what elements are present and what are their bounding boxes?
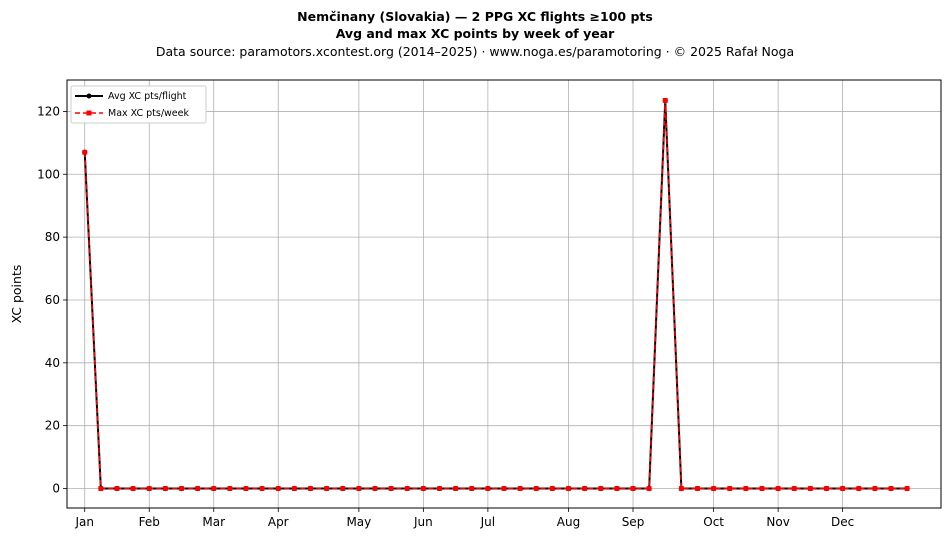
series-1-point-29: [549, 486, 555, 491]
series-1-point-25: [485, 486, 491, 491]
series-1-point-7: [195, 486, 201, 491]
series-1-point-23: [453, 486, 459, 491]
series-1-point-47: [840, 486, 846, 491]
series-1-point-48: [856, 486, 862, 491]
x-tick-label-mar: Mar: [202, 515, 225, 529]
plot-frame: [66, 79, 942, 509]
y-tick-label-60: 60: [45, 293, 60, 307]
legend: Avg XC pts/flight Max XC pts/week: [70, 85, 207, 124]
x-tick-label-jan: Jan: [74, 515, 94, 529]
series-1-point-9: [227, 486, 233, 491]
y-tick-label-20: 20: [45, 419, 60, 433]
series-1-point-21: [420, 486, 426, 491]
grid-lines: [67, 80, 941, 508]
series-1-point-5: [162, 486, 168, 491]
series-1-point-4: [146, 486, 152, 491]
x-tick-label-oct: Oct: [703, 515, 724, 529]
series-1-point-51: [904, 486, 910, 491]
series-1-point-18: [372, 486, 378, 491]
y-tick-label-100: 100: [37, 167, 60, 181]
series-1-point-32: [598, 486, 604, 491]
series-layer: [82, 97, 910, 492]
series-1-point-20: [404, 486, 410, 491]
series-1-point-16: [340, 486, 346, 491]
series-1-point-33: [614, 486, 620, 491]
series-1-point-24: [469, 486, 475, 491]
series-1-point-40: [727, 486, 733, 491]
series-1-point-19: [388, 486, 394, 491]
series-1-point-26: [501, 486, 507, 491]
series-1-point-35: [646, 486, 652, 491]
series-1-point-42: [759, 486, 765, 491]
series-1-point-12: [275, 486, 281, 491]
chart-title: Nemčinany (Slovakia) — 2 PPG XC flights …: [297, 9, 653, 24]
series-1-point-49: [872, 486, 878, 491]
series-1-point-39: [711, 486, 717, 491]
y-tick-label-40: 40: [45, 356, 60, 370]
x-tick-label-aug: Aug: [557, 515, 580, 529]
series-1-point-10: [243, 486, 249, 491]
series-1-point-17: [356, 486, 362, 491]
series-1-point-45: [807, 486, 813, 491]
series-1-point-41: [743, 486, 749, 491]
series-1-point-11: [259, 486, 265, 491]
y-tick-label-120: 120: [37, 104, 60, 118]
series-1-point-38: [695, 486, 700, 491]
series-1-point-36: [662, 98, 668, 103]
series-1-point-3: [130, 486, 136, 491]
series-1-point-28: [533, 486, 539, 491]
x-tick-label-nov: Nov: [766, 515, 789, 529]
x-tick-label-may: May: [346, 515, 371, 529]
series-1-point-43: [775, 486, 781, 491]
series-1-point-8: [211, 486, 217, 491]
legend-label-avg: Avg XC pts/flight: [108, 91, 187, 102]
series-1-point-6: [179, 486, 184, 491]
series-1-point-37: [678, 486, 684, 491]
legend-label-max: Max XC pts/week: [108, 108, 189, 119]
x-tick-label-dec: Dec: [831, 515, 854, 529]
x-tick-label-jun: Jun: [413, 515, 433, 529]
chart-subtitle: Avg and max XC points by week of year: [335, 26, 615, 41]
legend-box: [70, 85, 207, 124]
series-1-point-46: [824, 486, 829, 491]
x-tick-label-apr: Apr: [268, 515, 289, 529]
series-1-point-31: [582, 486, 588, 491]
series-1-point-2: [114, 486, 120, 491]
series-1-point-1: [98, 486, 104, 491]
y-tick-label-0: 0: [52, 482, 60, 496]
chart-source-note: Data source: paramotors.xcontest.org (20…: [155, 44, 795, 59]
x-tick-label-jul: Jul: [480, 515, 495, 529]
y-axis-label: XC points: [9, 265, 24, 324]
y-tick-label-80: 80: [45, 230, 60, 244]
series-1-point-50: [888, 486, 894, 491]
series-1-point-34: [630, 486, 636, 491]
series-1-point-27: [517, 486, 523, 491]
x-tick-label-feb: Feb: [139, 515, 160, 529]
series-1-point-15: [324, 486, 330, 491]
series-line-0: [83, 100, 908, 490]
legend-marker-avg: [86, 93, 92, 99]
series-line-1: [83, 100, 908, 490]
series-1-point-44: [791, 486, 797, 491]
series-1-point-14: [308, 486, 313, 491]
series-1-point-0: [82, 149, 88, 155]
axis-ticks: Jan Feb Mar Apr May Jun Jul Aug Sep Oct Nov Dec 0 20 4…: [37, 104, 854, 529]
chart-title-block: Nemčinany (Slovakia) — 2 PPG XC flights …: [0, 8, 950, 61]
series-1-point-30: [566, 486, 571, 491]
series-1-point-13: [291, 486, 297, 491]
x-tick-label-sep: Sep: [622, 515, 645, 529]
legend-marker-max: [86, 110, 92, 116]
series-1-point-22: [437, 486, 442, 491]
